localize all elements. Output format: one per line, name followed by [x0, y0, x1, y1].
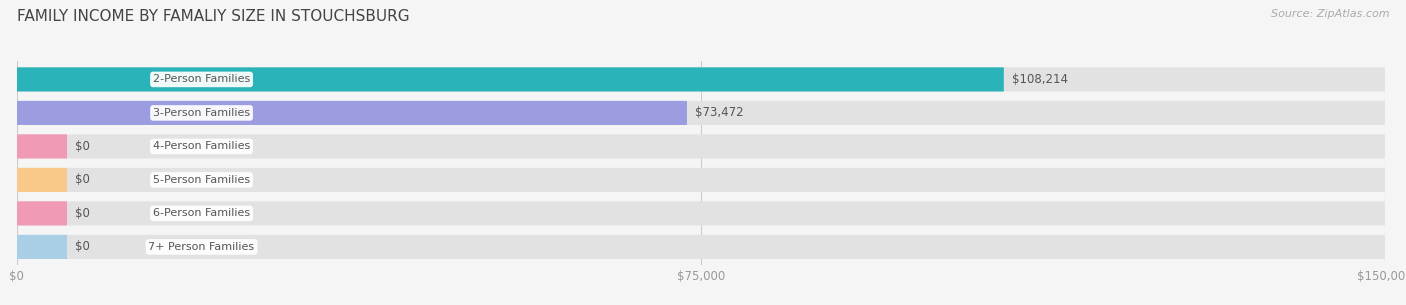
Text: 2-Person Families: 2-Person Families — [153, 74, 250, 84]
FancyBboxPatch shape — [17, 67, 1004, 92]
Text: $0: $0 — [76, 174, 90, 186]
FancyBboxPatch shape — [17, 67, 1385, 92]
FancyBboxPatch shape — [17, 168, 1385, 192]
FancyBboxPatch shape — [17, 201, 67, 225]
Text: 7+ Person Families: 7+ Person Families — [149, 242, 254, 252]
FancyBboxPatch shape — [17, 235, 67, 259]
FancyBboxPatch shape — [17, 135, 1385, 159]
Text: $0: $0 — [76, 140, 90, 153]
Text: $108,214: $108,214 — [1012, 73, 1069, 86]
FancyBboxPatch shape — [17, 135, 67, 159]
Text: $73,472: $73,472 — [695, 106, 744, 120]
Text: 5-Person Families: 5-Person Families — [153, 175, 250, 185]
Text: 6-Person Families: 6-Person Families — [153, 208, 250, 218]
Text: $0: $0 — [76, 207, 90, 220]
Text: FAMILY INCOME BY FAMALIY SIZE IN STOUCHSBURG: FAMILY INCOME BY FAMALIY SIZE IN STOUCHS… — [17, 9, 409, 24]
Text: 3-Person Families: 3-Person Families — [153, 108, 250, 118]
Text: $0: $0 — [76, 240, 90, 253]
FancyBboxPatch shape — [17, 101, 688, 125]
FancyBboxPatch shape — [17, 201, 1385, 225]
Text: 4-Person Families: 4-Person Families — [153, 142, 250, 151]
FancyBboxPatch shape — [17, 101, 1385, 125]
Text: Source: ZipAtlas.com: Source: ZipAtlas.com — [1271, 9, 1389, 19]
FancyBboxPatch shape — [17, 168, 67, 192]
FancyBboxPatch shape — [17, 235, 1385, 259]
